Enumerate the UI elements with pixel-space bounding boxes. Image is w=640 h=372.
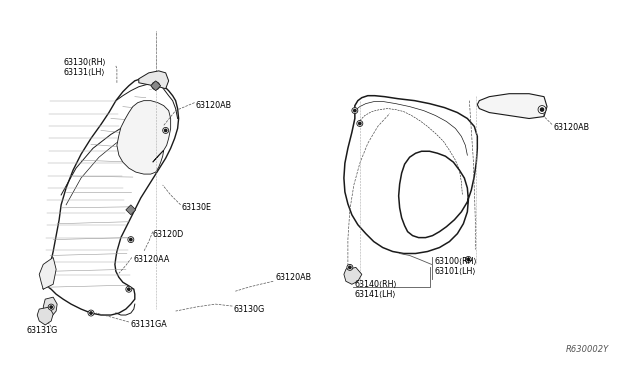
Text: 63131G: 63131G [26, 326, 58, 336]
Text: 63120AA: 63120AA [134, 255, 170, 264]
Circle shape [50, 306, 52, 308]
Circle shape [154, 84, 157, 87]
Circle shape [48, 304, 54, 310]
Polygon shape [344, 96, 477, 253]
Polygon shape [344, 267, 362, 284]
Circle shape [352, 108, 358, 113]
Circle shape [127, 288, 130, 291]
Circle shape [128, 237, 134, 243]
Circle shape [130, 209, 132, 211]
Circle shape [357, 121, 363, 126]
Circle shape [164, 129, 167, 132]
Text: 63130G: 63130G [234, 305, 264, 314]
Circle shape [467, 258, 470, 261]
Text: 63141⟨LH⟩: 63141⟨LH⟩ [355, 290, 396, 299]
Polygon shape [37, 307, 53, 325]
Circle shape [130, 238, 132, 241]
Polygon shape [44, 297, 57, 317]
Text: 63120AB: 63120AB [554, 123, 590, 132]
Text: 63131GA: 63131GA [131, 320, 168, 330]
Text: 63131⟨LH⟩: 63131⟨LH⟩ [63, 68, 104, 77]
Text: 63120AB: 63120AB [275, 273, 311, 282]
Polygon shape [44, 79, 179, 315]
Text: 63130⟨RH⟩: 63130⟨RH⟩ [63, 58, 106, 67]
Polygon shape [151, 81, 161, 91]
Polygon shape [477, 94, 547, 119]
Circle shape [163, 128, 169, 134]
Circle shape [347, 264, 353, 270]
Text: 63120D: 63120D [153, 230, 184, 239]
Circle shape [88, 310, 94, 316]
Text: 63120AB: 63120AB [196, 101, 232, 110]
Circle shape [90, 312, 92, 314]
Circle shape [538, 106, 546, 113]
Polygon shape [139, 71, 169, 89]
Circle shape [465, 256, 471, 262]
Circle shape [152, 82, 160, 90]
Polygon shape [39, 257, 56, 289]
Text: R630002Y: R630002Y [566, 345, 609, 354]
Text: 63100⟨RH⟩: 63100⟨RH⟩ [435, 257, 477, 266]
Circle shape [354, 109, 356, 112]
Circle shape [540, 108, 543, 111]
Text: 63130E: 63130E [182, 203, 212, 212]
Circle shape [128, 207, 134, 213]
Text: 63140⟨RH⟩: 63140⟨RH⟩ [355, 280, 397, 289]
Circle shape [126, 286, 132, 292]
Text: 63101⟨LH⟩: 63101⟨LH⟩ [435, 267, 476, 276]
Circle shape [349, 266, 351, 269]
Polygon shape [126, 205, 136, 215]
Circle shape [358, 122, 361, 125]
Polygon shape [117, 101, 171, 174]
